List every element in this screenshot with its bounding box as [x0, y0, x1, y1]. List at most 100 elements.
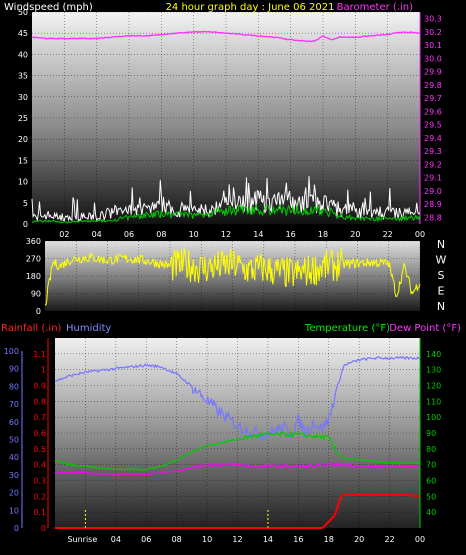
humidity-tick-label: 50 — [9, 436, 19, 445]
wind-tick-label: 0 — [23, 220, 28, 229]
wind-tick-label: 30 — [18, 93, 28, 102]
direction-series — [44, 248, 421, 306]
compass-label: N — [437, 300, 445, 313]
humidity-line — [54, 356, 421, 442]
rain-tick-label: 0.2 — [33, 492, 46, 501]
temp-tick-label: 70 — [426, 461, 436, 470]
humidity-tick-label: 0 — [14, 524, 19, 533]
rain-tick-label: 0.1 — [33, 508, 46, 517]
rain-tick-label: 0.4 — [33, 461, 46, 470]
wind-direction-line — [44, 248, 421, 306]
x-tick-label: 14 — [263, 535, 273, 544]
rain-tick-label: 0.9 — [33, 382, 46, 391]
humidity-tick-label: 60 — [9, 418, 19, 427]
humidity-tick-label: 40 — [9, 453, 19, 462]
baro-tick-label: 28.9 — [424, 200, 442, 209]
baro-tick-label: 30.1 — [424, 41, 442, 50]
baro-tick-label: 29.7 — [424, 94, 442, 103]
baro-tick-label: 29.3 — [424, 147, 442, 156]
baro-tick-label: 29.5 — [424, 121, 442, 130]
rain-tick-label: 0.8 — [33, 397, 46, 406]
wind-tick-label: 25 — [18, 114, 28, 123]
rainfall-line — [55, 493, 421, 529]
direction-tick-label: 0 — [36, 307, 41, 316]
temp-tick-label: 80 — [426, 445, 436, 454]
sunrise-label: Sunrise — [67, 535, 97, 544]
rain-tick-label: 0.6 — [33, 429, 46, 438]
x-tick-label: 22 — [384, 535, 394, 544]
temp-tick-label: 130 — [426, 366, 441, 375]
humidity-tick-label: 20 — [9, 489, 19, 498]
x-tick-label: 20 — [354, 535, 364, 544]
x-tick-label: 04 — [92, 230, 102, 239]
x-tick-label: 04 — [111, 535, 121, 544]
wind-tick-label: 35 — [18, 72, 28, 81]
direction-tick-label: 360 — [26, 237, 41, 246]
x-tick-label: 18 — [324, 535, 334, 544]
direction-grid — [45, 240, 421, 312]
rain-tick-label: 0.3 — [33, 477, 46, 486]
compass-label: W — [436, 254, 447, 267]
baro-tick-label: 30.2 — [424, 28, 442, 37]
x-tick-label: 02 — [59, 230, 69, 239]
rain-tick-label: 1.1 — [33, 350, 46, 359]
compass-label: E — [438, 285, 445, 298]
baro-tick-label: 29.9 — [424, 68, 442, 77]
temp-tick-label: 90 — [426, 429, 436, 438]
x-tick-label: 08 — [172, 535, 182, 544]
baro-tick-label: 29.4 — [424, 134, 442, 143]
temperature-label: Temperature (°F) — [304, 323, 390, 334]
wind-tick-label: 20 — [18, 135, 28, 144]
x-tick-label: 10 — [189, 230, 199, 239]
barometer-line — [31, 30, 421, 43]
rain-tick-label: 0 — [41, 524, 46, 533]
wind-tick-label: 15 — [18, 156, 28, 165]
wind-tick-label: 5 — [23, 199, 28, 208]
x-tick-label: 14 — [253, 230, 263, 239]
baro-tick-label: 30.3 — [424, 15, 442, 24]
wind-baro-series — [31, 30, 421, 224]
x-tick-label: 16 — [293, 535, 303, 544]
temp-tick-label: 110 — [426, 397, 441, 406]
x-tick-label: 22 — [383, 230, 393, 239]
x-tick-label: 12 — [232, 535, 242, 544]
wind-tick-label: 40 — [18, 50, 28, 59]
x-tick-label: 06 — [141, 535, 151, 544]
x-tick-label: 06 — [124, 230, 134, 239]
humidity-tick-label: 80 — [9, 382, 19, 391]
weather-series — [54, 356, 421, 529]
wind-baro-axes: 0 5 10 15 20 25 30 35 40 45 50 02 04 06 08 10 12 14 16 18 20… — [18, 8, 442, 239]
baro-tick-label: 29.0 — [424, 187, 442, 196]
barometer-label: Barometer (.in) — [337, 2, 413, 13]
compass-label: S — [438, 269, 445, 282]
x-tick-label: 00 — [415, 230, 425, 239]
x-tick-label: 16 — [286, 230, 296, 239]
dewpoint-label: Dew Point (°F) — [389, 323, 461, 334]
direction-tick-label: 180 — [26, 272, 41, 281]
dewpoint-line — [54, 461, 421, 476]
baro-tick-label: 29.6 — [424, 107, 442, 116]
humidity-tick-label: 100 — [4, 347, 19, 356]
humidity-tick-label: 70 — [9, 400, 19, 409]
x-tick-label: 12 — [221, 230, 231, 239]
temp-tick-label: 100 — [426, 413, 441, 422]
windspeed-label: Windspeed (mph) — [4, 2, 93, 13]
temp-tick-label: 60 — [426, 477, 436, 486]
baro-tick-label: 28.8 — [424, 213, 442, 222]
temperature-line — [54, 430, 421, 471]
rain-tick-label: 0.7 — [33, 413, 46, 422]
x-tick-label: 00 — [415, 535, 425, 544]
temp-tick-label: 140 — [426, 350, 441, 359]
direction-tick-label: 270 — [26, 255, 41, 264]
wind-tick-label: 50 — [18, 8, 28, 17]
baro-tick-label: 29.2 — [424, 160, 442, 169]
baro-tick-label: 30.0 — [424, 54, 442, 63]
humidity-tick-label: 10 — [9, 506, 19, 515]
compass-label: N — [437, 238, 445, 251]
x-tick-label: 20 — [350, 230, 360, 239]
rain-tick-label: 1 — [41, 366, 46, 375]
direction-tick-label: 90 — [31, 290, 41, 299]
baro-tick-label: 29.1 — [424, 174, 442, 183]
